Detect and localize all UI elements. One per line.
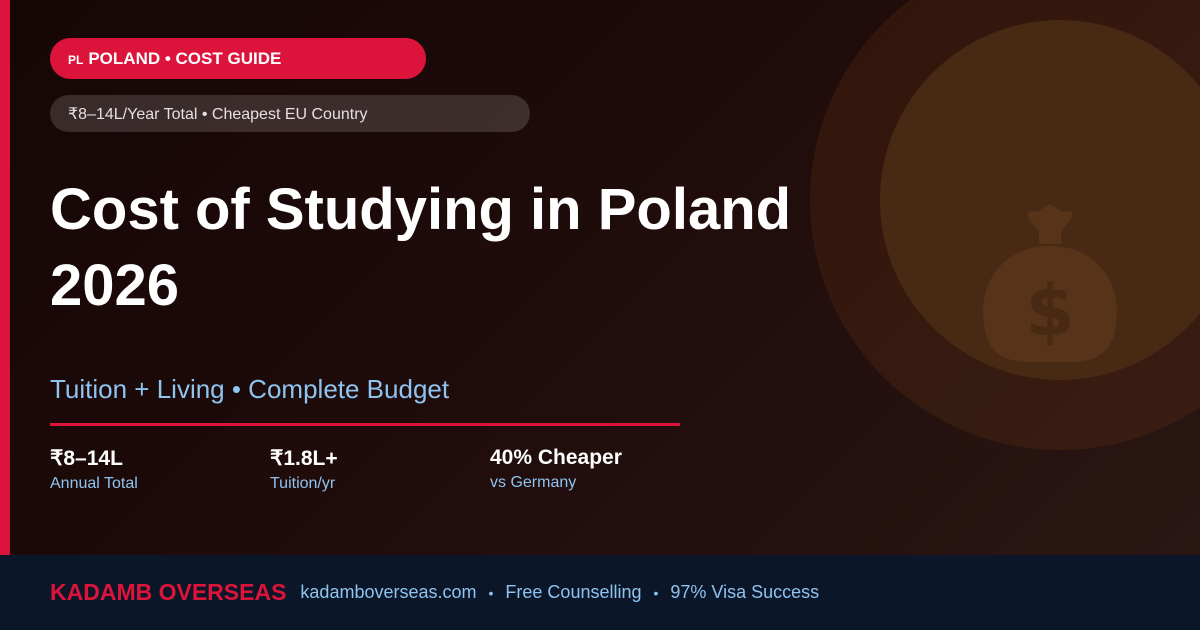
stat-label: Annual Total	[50, 475, 138, 492]
subtitle: Tuition + Living • Complete Budget	[50, 374, 450, 404]
badge-label: POLAND • COST GUIDE	[88, 48, 282, 68]
stat-comparison: 40% Cheaper vs Germany	[490, 446, 622, 492]
stat-value: ₹8–14L	[50, 447, 123, 470]
stat-value: 40% Cheaper	[490, 446, 622, 469]
accent-bar	[0, 0, 10, 555]
website-link[interactable]: kadamboverseas.com	[300, 582, 477, 602]
title-line-1: Cost of Studying in Poland	[50, 177, 792, 242]
stat-tuition: ₹1.8L+ Tuition/yr	[270, 446, 338, 493]
stat-annual-total: ₹8–14L Annual Total	[50, 446, 138, 493]
stat-label: Tuition/yr	[270, 475, 336, 492]
title-line-2: 2026	[50, 253, 180, 318]
hero-banner: $ PL POLAND • COST GUIDE ₹8–14L/Year Tot…	[0, 0, 1200, 555]
separator: •	[488, 584, 494, 601]
tagline-pill: ₹8–14L/Year Total • Cheapest EU Country	[50, 95, 530, 132]
svg-text:$: $	[1026, 270, 1075, 352]
page-title: Cost of Studying in Poland 2026	[50, 172, 900, 324]
money-bag-icon: $	[983, 204, 1117, 362]
brand-name: KADAMB OVERSEAS	[50, 579, 287, 605]
stat-label: vs Germany	[490, 474, 577, 491]
stat-value: ₹1.8L+	[270, 447, 338, 470]
footer: KADAMB OVERSEAS kadamboverseas.com • Fre…	[0, 555, 1200, 630]
flag-code: PL	[68, 53, 84, 67]
separator: •	[653, 584, 659, 601]
footer-item-counselling: Free Counselling	[505, 582, 642, 602]
footer-item-visa: 97% Visa Success	[670, 582, 820, 602]
divider	[50, 423, 680, 426]
country-badge: PL POLAND • COST GUIDE	[50, 38, 426, 79]
